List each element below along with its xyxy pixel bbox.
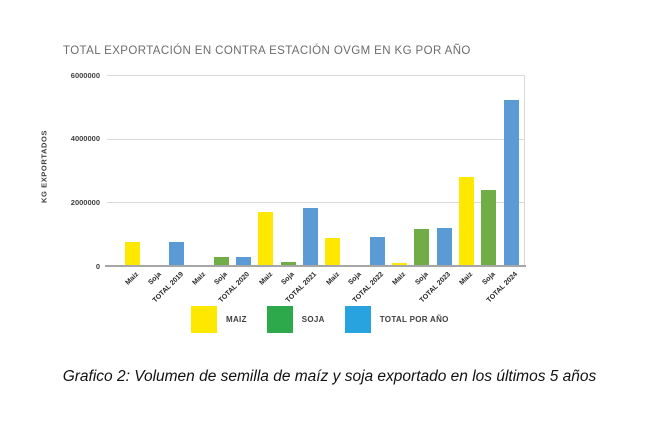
gridline-6000000 <box>107 75 525 76</box>
plot-right-border <box>524 75 525 266</box>
figure-caption: Grafico 2: Volumen de semilla de maíz y … <box>62 368 597 385</box>
x-tick-label-text: Soja <box>280 271 297 287</box>
bar-maiz-9 <box>325 238 341 266</box>
bar-soja-4 <box>213 257 229 266</box>
legend-swatch-total <box>344 306 371 333</box>
legend-item-maiz: MAIZ <box>191 306 247 333</box>
x-tick-label-text: Soja <box>481 271 497 287</box>
bar-soja-7 <box>280 262 296 266</box>
legend-item-soja: SOJA <box>266 306 325 333</box>
legend-item-total: TOTAL POR AÑO <box>344 306 449 333</box>
chart-title: TOTAL EXPORTACIÓN EN CONTRA ESTACIÓN OVG… <box>63 45 471 57</box>
legend-label-soja: SOJA <box>301 315 325 324</box>
plot-area <box>105 75 526 267</box>
legend-swatch-soja <box>266 306 293 333</box>
bar-total-8 <box>302 208 318 266</box>
bar-maiz-6 <box>258 211 274 266</box>
bar-total-5 <box>236 257 251 266</box>
bar-total-11 <box>369 237 385 266</box>
x-tick-label-text: Maiz <box>258 271 274 287</box>
bar-maiz-0 <box>124 242 140 266</box>
bar-total-14 <box>436 228 452 266</box>
x-tick-label-text: Maiz <box>324 271 341 287</box>
x-tick-label-text: Soja <box>146 271 163 287</box>
y-tick-label: 4000000 <box>70 134 100 144</box>
legend-swatch-maiz <box>191 306 217 333</box>
x-tick-label-text: Maiz <box>124 271 140 287</box>
chart-legend: MAIZ SOJA TOTAL POR AÑO <box>191 306 469 333</box>
gridline-4000000 <box>107 138 525 140</box>
y-tick-label: 6000000 <box>70 70 100 80</box>
legend-label-maiz: MAIZ <box>226 315 247 324</box>
x-tick-label-text: Soja <box>347 271 363 287</box>
bar-soja-16 <box>481 189 497 266</box>
x-tick-label-text: Maiz <box>191 271 207 287</box>
bar-maiz-15 <box>459 176 474 266</box>
legend-label-total: TOTAL POR AÑO <box>379 315 449 324</box>
bar-maiz-12 <box>392 263 408 266</box>
gridline-2000000 <box>107 202 525 204</box>
x-axis-line <box>105 265 526 267</box>
x-tick-label-text: Soja <box>414 271 430 287</box>
x-tick-label-text: Maiz <box>458 271 475 287</box>
bar-soja-13 <box>414 229 430 266</box>
y-tick-label: 2000000 <box>70 197 100 207</box>
x-tick-label-text: Soja <box>213 271 230 287</box>
x-tick-label-text: Maiz <box>391 271 408 287</box>
bar-total-17 <box>503 100 519 266</box>
y-tick-label: 0 <box>95 261 100 271</box>
bar-total-2 <box>169 242 185 266</box>
